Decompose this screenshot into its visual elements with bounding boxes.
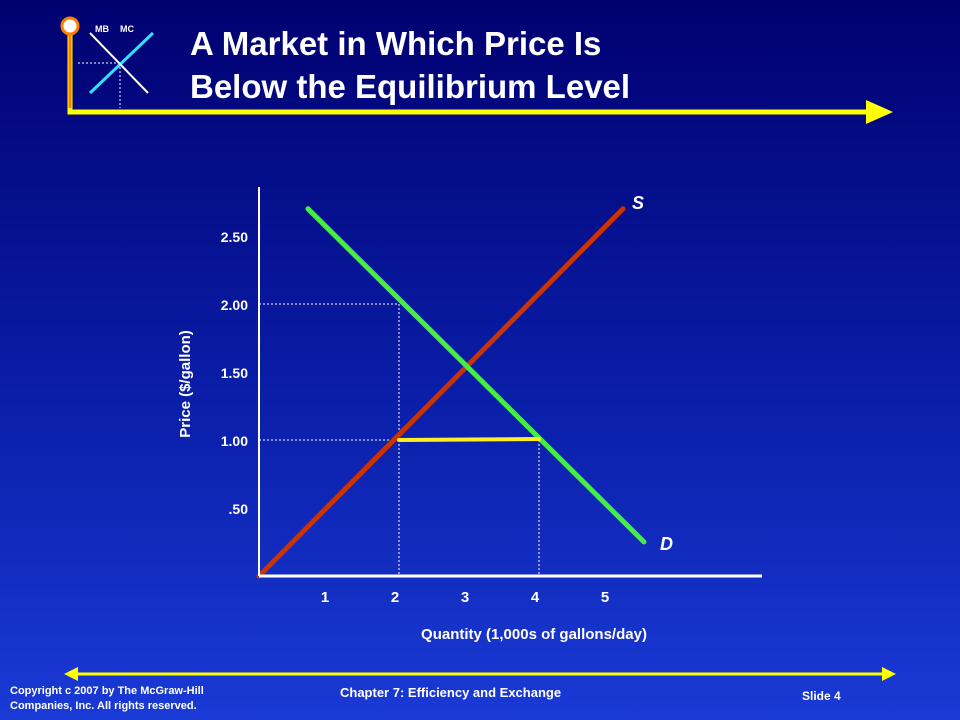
- series-label-d: D: [660, 534, 673, 554]
- x-tick-label: 5: [601, 589, 609, 606]
- x-tick-label: 1: [321, 589, 329, 606]
- y-tick-label: 2.50: [221, 229, 248, 245]
- y-tick-label: .50: [229, 501, 249, 517]
- copyright-line-2: Companies, Inc. All rights reserved.: [10, 700, 197, 712]
- series-label-s: S: [632, 193, 644, 213]
- x-tick-label: 3: [461, 589, 469, 606]
- series-line-d: [305, 206, 647, 545]
- header-logo: [60, 16, 893, 124]
- logo-mc-label: MC: [120, 24, 134, 34]
- title-line-1: A Market in Which Price Is: [190, 25, 602, 62]
- copyright: Copyright c 2007 by The McGraw-Hill Comp…: [10, 684, 260, 714]
- footer-arrow-left-icon: [64, 667, 78, 681]
- slide-number: Slide 4: [802, 689, 841, 703]
- header-arrow-head-icon: [866, 100, 893, 124]
- logo-circle-icon: [60, 16, 80, 36]
- chapter-title: Chapter 7: Efficiency and Exchange: [340, 685, 562, 700]
- x-tick-label: 4: [531, 589, 540, 606]
- x-tick-label: 2: [391, 589, 399, 606]
- y-tick-label: 2.00: [221, 297, 248, 313]
- page-title: A Market in Which Price Is Below the Equ…: [190, 22, 870, 108]
- logo-mc-line: [88, 31, 155, 95]
- footer-arrow-right-icon: [882, 667, 896, 681]
- series-line-s: [256, 206, 626, 579]
- title-line-2: Below the Equilibrium Level: [190, 68, 631, 105]
- logo-mb-label: MB: [95, 24, 109, 34]
- y-tick-label: 1.50: [221, 365, 248, 381]
- x-axis-label: Quantity (1,000s of gallons/day): [421, 626, 647, 643]
- y-axis-label: Price ($/gallon): [177, 330, 194, 438]
- shortage-segment: [397, 437, 541, 442]
- copyright-line-1: Copyright c 2007 by The McGraw-Hill: [10, 685, 204, 697]
- y-tick-label: 1.00: [221, 433, 248, 449]
